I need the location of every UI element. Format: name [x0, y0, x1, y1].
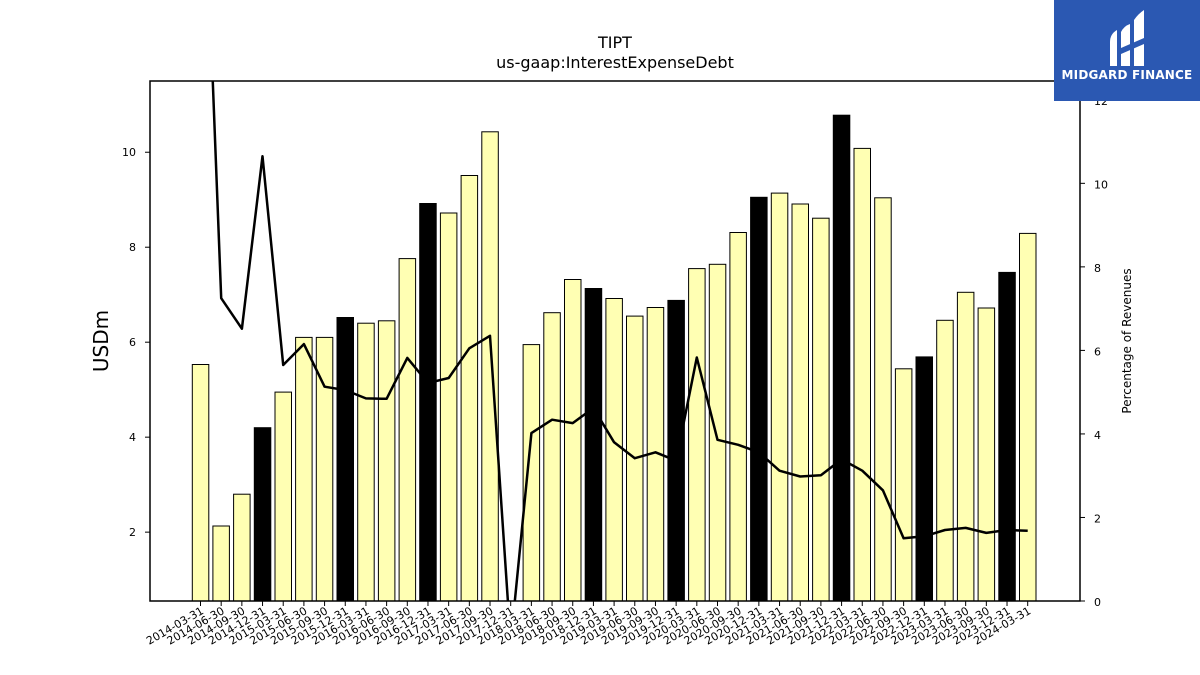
bar-2016-06-30 — [377, 320, 396, 602]
bar-2014-06-30 — [212, 525, 230, 602]
bar-2016-12-31 — [419, 203, 437, 602]
bar-2022-12-31 — [915, 356, 933, 602]
bar-2021-12-31 — [832, 114, 851, 602]
bar-2022-03-31 — [853, 147, 871, 602]
bar-2023-09-30 — [977, 307, 996, 602]
bar-2018-03-31 — [522, 344, 541, 602]
bar-2018-09-30 — [564, 279, 582, 602]
bar-2015-12-31 — [336, 317, 354, 602]
bar-2017-03-31 — [439, 212, 458, 602]
line-series — [211, 81, 1028, 601]
plot-frame — [149, 80, 1081, 602]
y-tick-label: 2 — [129, 526, 136, 539]
y2-tick-label: 6 — [1094, 345, 1101, 358]
y-tick-label: 8 — [129, 241, 136, 254]
bar-2021-09-30 — [812, 217, 830, 602]
bar-2017-09-30 — [481, 131, 499, 602]
bar-2024-03-31 — [1019, 232, 1037, 602]
bar-2020-12-31 — [750, 196, 768, 602]
y2-tick-label: 0 — [1094, 596, 1101, 609]
y2-tick-label: 8 — [1094, 262, 1101, 275]
bar-2021-03-31 — [770, 192, 789, 602]
bar-2023-06-30 — [956, 291, 975, 602]
y2-axis-label: Percentage of Revenues — [1120, 268, 1134, 413]
y2-tick-label: 2 — [1094, 512, 1101, 525]
bar-2016-03-31 — [357, 322, 375, 602]
chart-title: TIPT — [597, 33, 632, 52]
revenue-percentage-line — [211, 81, 1028, 601]
bar-2018-06-30 — [543, 312, 561, 602]
midgard-finance-logo: MIDGARD FINANCE — [1054, 0, 1200, 101]
bar-2019-12-31 — [667, 299, 685, 602]
logo-text: MIDGARD FINANCE — [1061, 68, 1193, 82]
y2-tick-label: 4 — [1094, 429, 1101, 442]
bar-2021-06-30 — [791, 203, 809, 602]
bar-2014-09-30 — [233, 493, 251, 602]
bar-2017-06-30 — [460, 175, 479, 602]
bar-2016-09-30 — [398, 258, 417, 602]
y-axis-left: 2 4 6 8 10 — [122, 146, 150, 539]
bar-2022-09-30 — [894, 368, 913, 602]
y-tick-label: 4 — [129, 431, 136, 444]
bar-2023-12-31 — [998, 271, 1016, 602]
bar-2018-12-31 — [584, 288, 603, 602]
bar-2014-03-31 — [191, 364, 210, 602]
bar-2015-06-30 — [295, 336, 313, 602]
bar-2020-03-31 — [688, 268, 706, 602]
bar-2023-03-31 — [936, 319, 954, 602]
x-axis: 2014-03-312014-06-302014-09-302014-12-31… — [144, 601, 1033, 648]
y-tick-label: 6 — [129, 336, 136, 349]
y2-tick-label: 10 — [1094, 178, 1108, 191]
logo-mark-icon — [1110, 10, 1144, 66]
bar-2020-09-30 — [729, 232, 747, 602]
y-tick-label: 10 — [122, 146, 136, 159]
bar-2022-06-30 — [874, 197, 892, 602]
bar-series — [191, 114, 1037, 602]
bar-2014-12-31 — [253, 427, 272, 602]
y-axis-label: USDm — [89, 310, 113, 372]
bar-2020-06-30 — [708, 263, 727, 602]
bar-2019-03-31 — [605, 298, 623, 602]
bar-2015-03-31 — [274, 391, 292, 602]
chart-subtitle: us-gaap:InterestExpenseDebt — [496, 53, 734, 72]
